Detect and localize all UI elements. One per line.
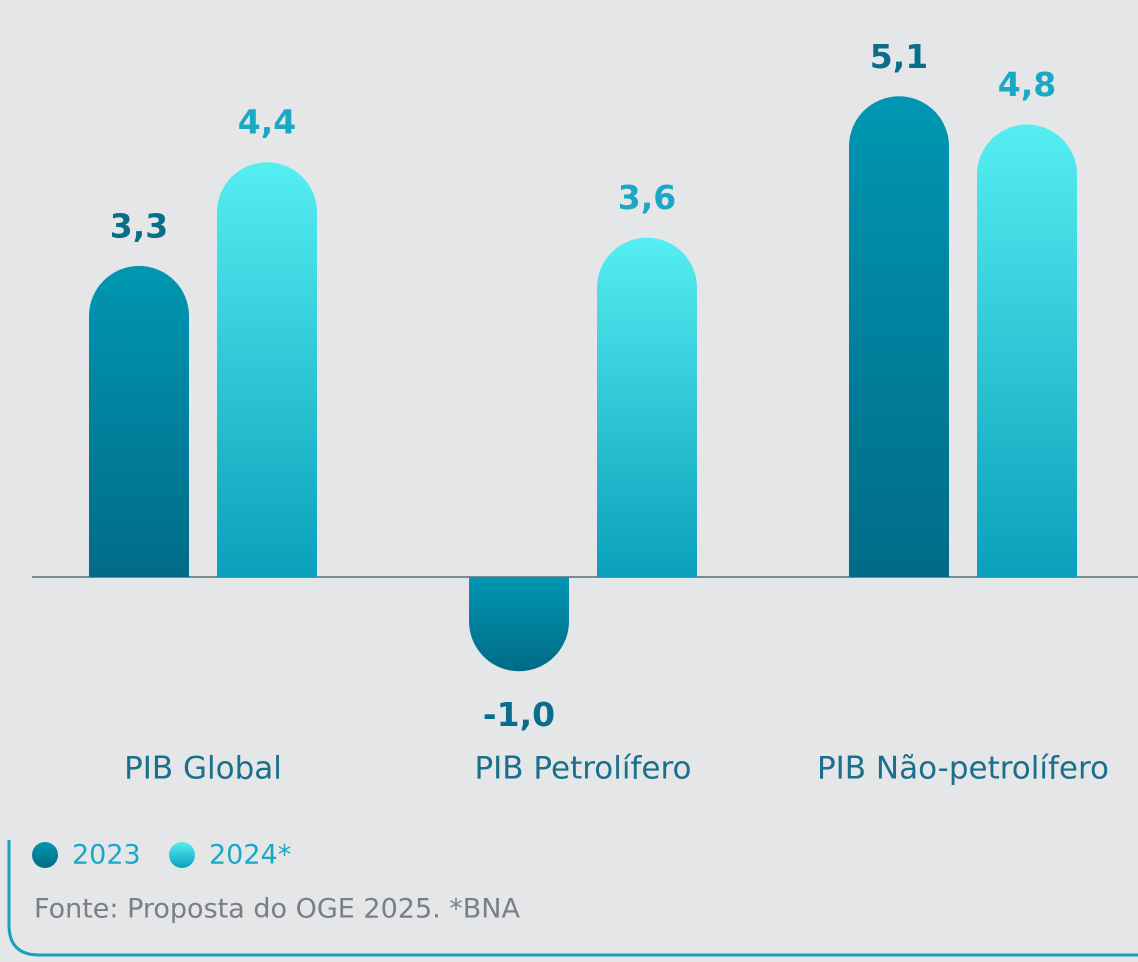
source-note: Fonte: Proposta do OGE 2025. *BNA xyxy=(34,894,521,925)
legend-label: 2023 xyxy=(72,840,141,871)
legend-swatch xyxy=(32,842,58,868)
value-label: -1,0 xyxy=(483,695,555,734)
bar xyxy=(849,96,949,577)
x-tick-label: PIB Não-petrolífero xyxy=(817,751,1109,787)
bar xyxy=(597,237,697,577)
legend-label: 2024* xyxy=(209,840,291,871)
value-label: 4,4 xyxy=(238,103,296,142)
value-label: 3,3 xyxy=(110,206,168,245)
frame xyxy=(7,840,1138,957)
bar xyxy=(977,124,1077,577)
legend-swatch xyxy=(169,842,195,868)
x-tick-label: PIB Petrolífero xyxy=(474,751,691,787)
x-tick-label: PIB Global xyxy=(124,751,282,787)
value-label: 3,6 xyxy=(618,178,676,217)
bar xyxy=(217,162,317,577)
bar xyxy=(89,265,189,577)
bar xyxy=(469,577,569,672)
value-label: 4,8 xyxy=(998,65,1056,104)
value-label: 5,1 xyxy=(870,37,928,76)
